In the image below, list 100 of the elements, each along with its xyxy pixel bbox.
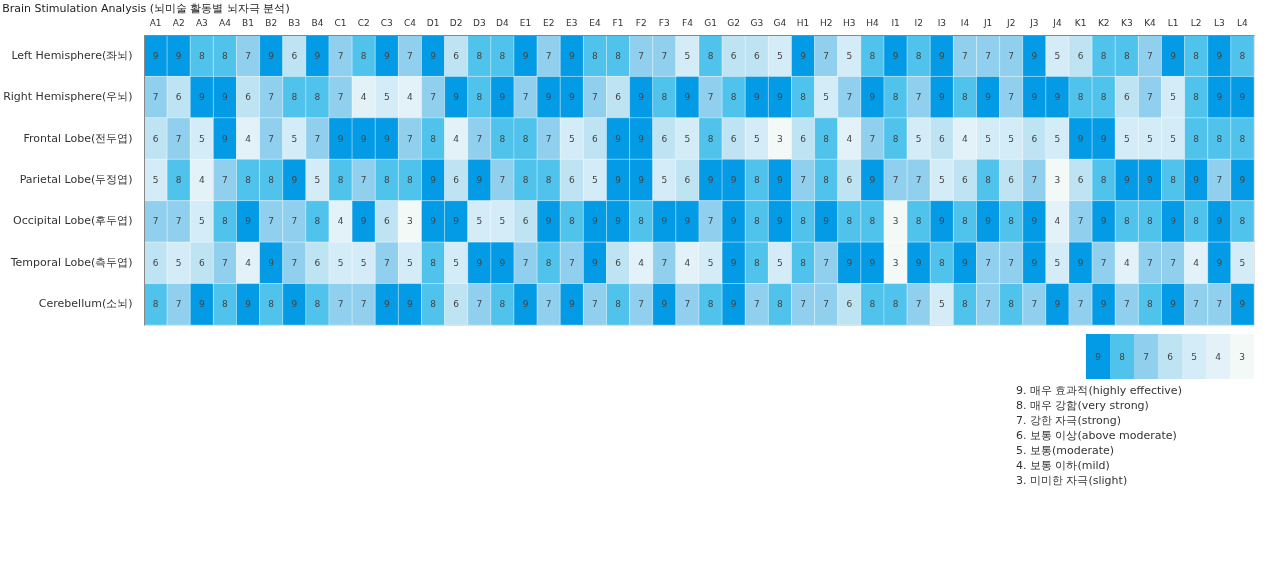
data-label: 8	[615, 50, 622, 61]
data-label: 7	[592, 299, 598, 310]
data-label: 9	[985, 216, 992, 227]
data-label: 9	[846, 257, 853, 268]
color-bar-label: 9	[1095, 352, 1102, 362]
data-label: 8	[985, 175, 992, 185]
data-label: 7	[383, 257, 390, 268]
x-tick-label: A2	[172, 17, 185, 28]
data-label: 9	[430, 50, 437, 61]
data-label: 9	[430, 175, 437, 185]
data-label: 8	[707, 133, 714, 144]
data-label: 8	[823, 175, 830, 185]
data-label: 9	[1077, 133, 1084, 144]
data-label: 9	[383, 299, 390, 310]
x-tick-label: H2	[819, 17, 833, 28]
data-label: 5	[823, 92, 830, 103]
color-bar-label: 3	[1239, 352, 1245, 362]
data-label: 5	[453, 257, 460, 268]
data-label: 7	[869, 133, 876, 144]
data-label: 4	[638, 257, 645, 268]
data-label: 7	[1123, 299, 1130, 310]
data-label: 8	[1147, 299, 1154, 310]
data-label: 9	[892, 50, 899, 61]
data-label: 7	[545, 133, 552, 144]
data-label: 9	[753, 92, 760, 103]
x-tick-label: B3	[288, 17, 301, 28]
data-label: 8	[1239, 216, 1246, 227]
data-label: 7	[222, 175, 228, 185]
data-label: 9	[962, 257, 969, 268]
data-label: 3	[892, 216, 899, 227]
data-label: 9	[1216, 50, 1223, 61]
data-label: 7	[1031, 175, 1038, 185]
data-label: 7	[1147, 92, 1153, 103]
data-label: 5	[314, 175, 321, 185]
data-label: 3	[1054, 175, 1061, 185]
x-tick-label: K1	[1074, 17, 1087, 28]
data-label: 5	[777, 50, 783, 61]
data-label: 9	[869, 257, 876, 268]
data-label: 9	[938, 50, 945, 61]
data-label: 8	[1193, 133, 1200, 144]
x-tick-label: K2	[1097, 17, 1110, 28]
data-label: 8	[1008, 216, 1015, 227]
data-label: 4	[245, 133, 252, 144]
x-tick-label: A3	[195, 17, 208, 28]
data-label: 9	[684, 216, 691, 227]
data-label: 9	[383, 133, 390, 144]
data-label: 6	[1077, 175, 1084, 185]
data-label: 8	[1193, 216, 1200, 227]
data-label: 7	[152, 216, 159, 227]
data-label: 8	[222, 216, 229, 227]
color-bar-label: 4	[1215, 352, 1222, 362]
x-tick-label: G1	[704, 17, 717, 28]
data-label: 6	[846, 299, 853, 310]
data-label: 7	[753, 299, 760, 310]
data-label: 8	[753, 257, 760, 268]
data-label: 8	[1077, 92, 1084, 103]
text: 4. 보통 이하(mild)	[1016, 459, 1110, 472]
data-label: 9	[615, 175, 622, 185]
data-label: 9	[638, 133, 645, 144]
data-label: 7	[846, 92, 853, 103]
x-tick-label: F2	[635, 17, 647, 28]
x-tick-label: L2	[1190, 17, 1202, 28]
data-label: 4	[684, 257, 691, 268]
data-label: 7	[1147, 50, 1153, 61]
data-label: 8	[568, 216, 575, 227]
data-label: 9	[638, 175, 645, 185]
data-label: 7	[407, 133, 413, 144]
data-label: 9	[661, 216, 668, 227]
x-tick-label: L4	[1237, 17, 1249, 28]
data-label: 9	[730, 175, 737, 185]
data-label: 7	[152, 92, 159, 103]
data-label: 8	[383, 175, 390, 185]
data-label: 8	[314, 216, 321, 227]
data-label: 7	[985, 50, 991, 61]
data-label: 9	[268, 257, 275, 268]
data-label: 9	[522, 50, 529, 61]
data-label: 6	[453, 175, 460, 185]
data-label: 7	[892, 175, 899, 185]
data-label: 6	[730, 133, 737, 144]
x-tick-label: D1	[426, 17, 440, 28]
data-label: 9	[730, 257, 737, 268]
data-label: 5	[476, 216, 483, 227]
data-label: 5	[777, 257, 783, 268]
data-label: 6	[753, 50, 760, 61]
x-tick-label: F4	[681, 17, 694, 28]
x-tick-label: G4	[773, 17, 787, 28]
data-label: 8	[1239, 50, 1246, 61]
data-label: 8	[1100, 92, 1107, 103]
data-label: 9	[777, 92, 784, 103]
data-label: 7	[1031, 299, 1038, 310]
data-label: 9	[245, 299, 252, 310]
data-label: 8	[869, 299, 876, 310]
data-label: 5	[499, 216, 506, 227]
x-tick-label: J3	[1029, 17, 1039, 28]
data-label: 6	[383, 216, 390, 227]
data-label: 7	[430, 92, 436, 103]
data-label: 8	[545, 175, 552, 185]
data-label: 7	[638, 299, 645, 310]
data-label: 5	[383, 92, 390, 103]
data-label: 5	[407, 257, 413, 268]
